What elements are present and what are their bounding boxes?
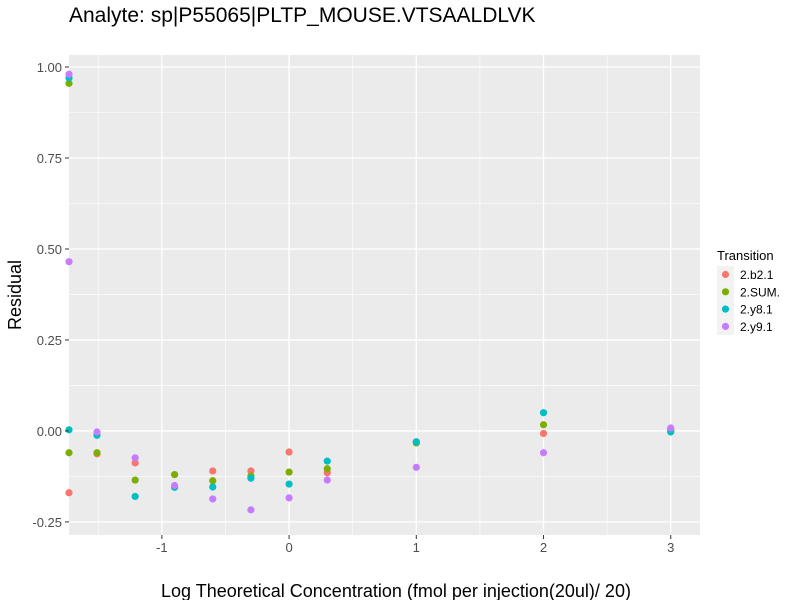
data-point-2-y8-1 [131, 492, 139, 501]
data-point-2-y8-1 [209, 483, 217, 491]
data-point-2-y8-1 [323, 457, 331, 465]
data-point-2-b2-1 [209, 467, 217, 475]
data-point-2-SUM- [131, 476, 139, 484]
data-point-2-b2-1 [539, 429, 548, 438]
y-tick-label: 0.00 [37, 424, 62, 439]
y-tick-label: -0.25 [32, 515, 62, 530]
x-tick-label: 0 [285, 540, 292, 555]
x-tick-label: 2 [540, 540, 547, 555]
legend-key-dot [721, 305, 730, 313]
y-axis-label: Residual [5, 260, 25, 330]
data-point-2-y9-1 [65, 258, 73, 266]
data-point-2-y9-1 [539, 449, 548, 457]
data-point-2-y8-1 [285, 480, 293, 488]
data-point-2-SUM- [93, 449, 101, 457]
data-point-2-SUM- [65, 449, 73, 457]
data-point-2-y8-1 [539, 409, 548, 417]
y-tick-label: 1.00 [37, 60, 62, 75]
data-point-2-SUM- [539, 421, 548, 429]
data-point-2-y9-1 [209, 495, 217, 503]
data-point-2-y9-1 [323, 476, 331, 484]
x-axis-label: Log Theoretical Concentration (fmol per … [161, 581, 631, 600]
data-point-2-SUM- [170, 470, 179, 479]
data-point-2-b2-1 [285, 448, 293, 456]
data-point-2-y9-1 [667, 424, 675, 432]
chart-title: Analyte: sp|P55065|PLTP_MOUSE.VTSAALDLVK [69, 4, 536, 27]
data-point-2-b2-1 [65, 489, 73, 497]
data-point-2-y8-1 [247, 474, 255, 482]
data-point-2-b2-1 [131, 459, 139, 467]
data-point-2-y8-1 [412, 438, 420, 446]
legend-label: 2.SUM. [740, 285, 780, 299]
data-point-2-SUM- [323, 465, 331, 473]
data-point-2-SUM- [285, 468, 293, 476]
legend-title: Transition [717, 248, 774, 263]
y-tick-label: 0.75 [37, 151, 62, 166]
data-point-2-b2-1 [247, 467, 255, 475]
legend-key-dot [721, 322, 730, 330]
legend-label: 2.b2.1 [740, 268, 774, 282]
data-point-2-SUM- [209, 477, 217, 485]
y-tick-label: 0.50 [37, 242, 62, 257]
data-point-2-y8-1 [65, 426, 73, 434]
data-point-2-y9-1 [65, 70, 73, 78]
legend: 2.b2.1 2.SUM. 2.y8.1 2.y9.1 [717, 266, 780, 335]
legend-key-dot [721, 288, 730, 296]
data-point-2-SUM- [65, 79, 73, 87]
plot-panel [69, 55, 700, 535]
x-tick-label: -1 [156, 540, 168, 555]
legend-label: 2.y8.1 [740, 303, 773, 317]
data-point-2-y9-1 [285, 494, 293, 502]
data-point-2-y9-1 [412, 463, 420, 471]
legend-label: 2.y9.1 [740, 320, 773, 334]
x-tick-label: 1 [413, 540, 420, 555]
data-point-2-y9-1 [131, 454, 139, 462]
y-tick-label: 0.25 [37, 333, 62, 348]
legend-key-dot [721, 270, 730, 279]
data-point-2-y9-1 [247, 506, 255, 514]
x-tick-label: 3 [667, 540, 674, 555]
data-point-2-y9-1 [170, 481, 179, 490]
data-point-2-y9-1 [93, 428, 101, 436]
